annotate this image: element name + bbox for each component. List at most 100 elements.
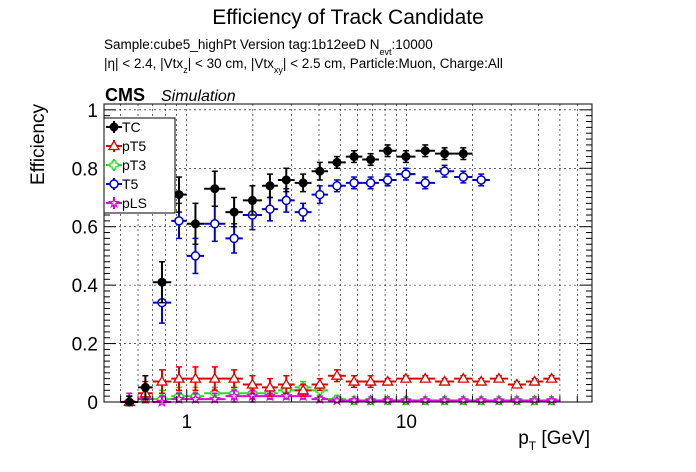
marker-filled-circle xyxy=(349,152,359,162)
marker-open-triangle xyxy=(330,369,344,380)
x-axis-title-main: p xyxy=(518,428,529,449)
legend-entry-pT5: pT5 xyxy=(106,138,146,154)
marker-open-triangle xyxy=(155,375,169,386)
marker-open-cross xyxy=(109,160,119,170)
chart-title: Efficiency of Track Candidate xyxy=(212,6,484,29)
marker-open-triangle xyxy=(528,375,541,386)
marker-filled-circle xyxy=(140,382,150,392)
simulation-label: Simulation xyxy=(161,88,236,105)
marker-open-circle xyxy=(298,207,308,217)
marker-filled-circle xyxy=(383,146,393,156)
marker-open-circle xyxy=(476,175,486,185)
marker-open-circle xyxy=(281,195,292,206)
marker-open-triangle xyxy=(545,372,558,383)
info-line-1: Sample:cube5_highPt Version tag:1b12eeD … xyxy=(104,37,433,57)
marker-filled-circle xyxy=(190,219,200,229)
marker-open-circle xyxy=(382,175,393,185)
marker-open-triangle xyxy=(280,378,293,389)
marker-filled-circle xyxy=(440,149,450,159)
y-tick-label: 0.6 xyxy=(72,218,98,239)
info-line-2: |η| < 2.4, |Vtxz| < 30 cm, |Vtxxy| < 2.5… xyxy=(104,56,503,75)
marker-open-circle xyxy=(365,178,376,188)
marker-open-star xyxy=(280,389,293,402)
marker-open-star xyxy=(348,394,361,406)
legend-label: pT3 xyxy=(122,157,146,173)
info-line-2-sub-z: z xyxy=(183,65,188,75)
marker-open-circle xyxy=(229,233,239,244)
marker-open-star xyxy=(108,196,120,209)
marker-open-triangle xyxy=(419,372,432,383)
marker-open-circle xyxy=(174,216,184,226)
legend-label: TC xyxy=(122,119,141,135)
marker-open-star xyxy=(364,394,377,406)
marker-filled-circle xyxy=(401,152,411,162)
marker-open-circle xyxy=(265,204,275,214)
series-T5 xyxy=(152,164,490,324)
info-line-2-c: | < 2.5 cm, Particle:Muon, Charge:All xyxy=(283,56,503,71)
info-line-2-b: | < 30 cm, |Vtx xyxy=(188,56,274,71)
axis-ticks: 1 10 0 0.2 0.4 0.6 0.8 1 xyxy=(72,101,593,433)
marker-open-circle xyxy=(332,181,342,191)
x-axis-title: pT [GeV] xyxy=(518,428,590,453)
y-tick-label: 0.2 xyxy=(72,335,98,356)
marker-open-circle xyxy=(349,178,359,188)
marker-open-circle xyxy=(210,219,220,229)
marker-open-circle xyxy=(315,189,325,200)
info-line-1-sub: evt xyxy=(379,47,392,57)
x-axis-title-unit: [GeV] xyxy=(536,428,590,449)
info-line-1-main: Sample:cube5_highPt Version tag:1b12eeD … xyxy=(104,37,379,52)
marker-filled-circle xyxy=(265,181,275,191)
legend: TC pT5 pT3 T5 pLS xyxy=(103,117,176,214)
marker-open-triangle xyxy=(313,378,326,389)
legend-entry-TC: TC xyxy=(106,119,141,135)
marker-open-star xyxy=(528,394,541,406)
x-tick-label: 10 xyxy=(396,412,417,433)
marker-open-triangle xyxy=(172,372,186,383)
marker-open-star xyxy=(172,392,186,405)
marker-filled-circle xyxy=(281,175,291,185)
marker-filled-circle xyxy=(366,155,376,165)
marker-open-triangle xyxy=(263,381,277,392)
marker-open-triangle xyxy=(399,372,413,383)
cms-label: CMS xyxy=(105,85,145,105)
marker-open-star xyxy=(492,394,505,406)
marker-filled-circle xyxy=(157,277,167,287)
marker-open-triangle xyxy=(492,372,506,383)
marker-open-star xyxy=(475,394,488,406)
marker-filled-circle xyxy=(458,149,468,159)
marker-filled-circle xyxy=(332,157,342,167)
plot-frame xyxy=(103,103,593,403)
marker-open-star xyxy=(510,394,523,406)
legend-entry-T5: T5 xyxy=(106,176,139,192)
marker-open-circle xyxy=(401,169,411,179)
info-line-2-sub-xy: xy xyxy=(274,65,284,75)
marker-filled-circle xyxy=(109,122,119,132)
marker-open-triangle xyxy=(510,378,524,389)
legend-label: T5 xyxy=(122,176,139,192)
y-tick-label: 0.4 xyxy=(72,276,99,297)
marker-open-triangle xyxy=(107,139,121,151)
y-tick-label: 1 xyxy=(87,101,98,122)
marker-open-triangle xyxy=(296,384,310,395)
info-line-1-tail: :10000 xyxy=(391,37,432,52)
marker-open-circle xyxy=(190,251,201,261)
y-axis-title: Efficiency xyxy=(28,104,49,185)
x-axis-title-sub: T xyxy=(529,439,537,453)
marker-filled-circle xyxy=(210,184,220,194)
legend-label: pLS xyxy=(122,195,147,211)
x-tick-label: 1 xyxy=(181,412,192,433)
marker-open-star xyxy=(545,394,558,406)
marker-open-triangle xyxy=(364,375,377,386)
marker-open-circle xyxy=(458,172,469,182)
marker-open-triangle xyxy=(227,372,241,383)
marker-open-triangle xyxy=(208,372,221,383)
marker-open-triangle xyxy=(381,375,394,386)
marker-filled-circle xyxy=(420,146,430,156)
marker-filled-circle xyxy=(229,207,239,217)
marker-open-star xyxy=(189,392,202,405)
marker-open-star xyxy=(313,392,326,405)
marker-filled-circle xyxy=(174,190,184,200)
legend-entry-pT3: pT3 xyxy=(106,157,146,173)
legend-entry-pLS: pLS xyxy=(106,195,147,211)
